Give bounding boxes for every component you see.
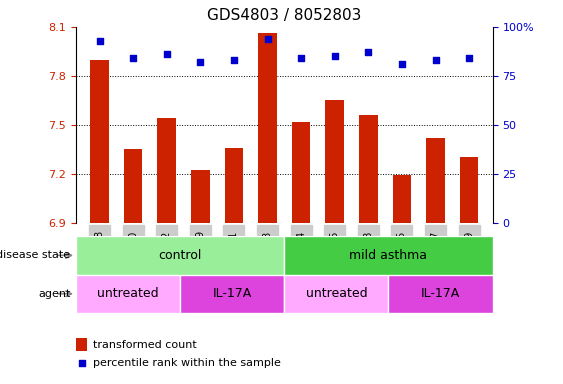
Title: GDS4803 / 8052803: GDS4803 / 8052803 (207, 8, 361, 23)
Text: transformed count: transformed count (93, 340, 196, 350)
Point (229, 57, 238, 63)
Text: IL-17A: IL-17A (213, 287, 252, 300)
Text: control: control (158, 249, 202, 262)
Point (95, 38, 104, 44)
Bar (426, 138, 445, 223)
Point (431, 57, 440, 63)
Bar (225, 147, 243, 223)
Bar (359, 115, 378, 223)
Bar (284, 275, 388, 313)
Bar (76, 275, 180, 313)
Point (297, 55, 306, 61)
Bar (388, 275, 493, 313)
Text: untreated: untreated (97, 287, 159, 300)
Bar (292, 121, 310, 223)
Bar (90, 60, 109, 223)
Point (196, 59, 205, 65)
Point (330, 53, 339, 59)
Point (263, 36, 272, 42)
Text: agent: agent (38, 289, 70, 299)
Text: mild asthma: mild asthma (350, 249, 427, 262)
Bar (392, 175, 411, 223)
Bar (258, 33, 277, 223)
Point (464, 55, 473, 61)
Point (397, 61, 406, 67)
Bar (460, 157, 479, 223)
Bar (325, 100, 344, 223)
Text: percentile rank within the sample: percentile rank within the sample (93, 358, 281, 368)
Point (128, 55, 137, 61)
Point (364, 49, 373, 55)
Bar (180, 275, 284, 313)
Text: untreated: untreated (306, 287, 367, 300)
Point (162, 51, 171, 57)
Text: IL-17A: IL-17A (421, 287, 460, 300)
Bar (158, 118, 176, 223)
Bar (76, 236, 284, 275)
Point (263, 263, 272, 269)
Bar (191, 170, 209, 223)
Bar (284, 236, 493, 275)
Text: disease state: disease state (0, 250, 70, 260)
Bar (76, 338, 87, 351)
Bar (124, 149, 142, 223)
